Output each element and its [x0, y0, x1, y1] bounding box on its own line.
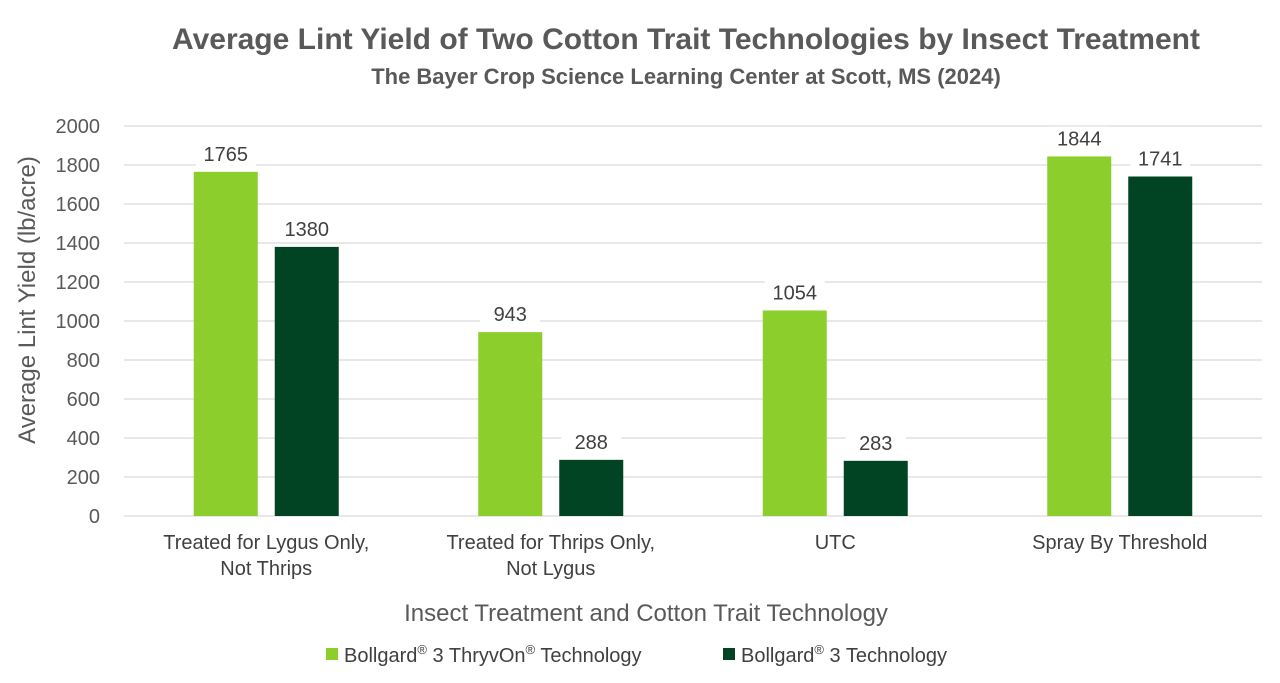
- legend-swatch: [326, 648, 338, 660]
- y-tick-label: 1800: [56, 155, 101, 177]
- legend-label: Bollgard® 3 ThryvOn® Technology: [344, 642, 642, 667]
- category-label: Not Thrips: [220, 558, 312, 580]
- bar: [762, 310, 827, 516]
- chart-subtitle: The Bayer Crop Science Learning Center a…: [371, 64, 1001, 89]
- bar: [274, 246, 339, 516]
- data-label: 1380: [285, 219, 330, 241]
- data-label: 288: [575, 432, 608, 454]
- bar: [843, 460, 908, 516]
- category-label: Treated for Thrips Only,: [446, 532, 655, 554]
- data-label: 1054: [773, 282, 818, 304]
- data-label-bg: [1049, 126, 1110, 151]
- legend: Bollgard® 3 ThryvOn® Technology Bollgard®…: [326, 642, 947, 667]
- y-tick-label: 0: [89, 506, 100, 528]
- y-tick-label: 400: [67, 428, 100, 450]
- y-tick-label: 200: [67, 467, 100, 489]
- bar: [478, 332, 543, 516]
- data-label-bg: [480, 302, 541, 327]
- data-label-bg: [845, 430, 906, 455]
- legend-swatch: [723, 648, 735, 660]
- x-axis-title: Insect Treatment and Cotton Trait Techno…: [404, 600, 888, 627]
- y-tick-label: 1200: [56, 272, 101, 294]
- y-tick-label: 800: [67, 350, 100, 372]
- data-label-bg: [195, 141, 256, 166]
- y-tick-label: 1400: [56, 233, 101, 255]
- y-tick-label: 600: [67, 389, 100, 411]
- bar: [193, 171, 258, 516]
- category-label: Treated for Lygus Only,: [163, 532, 369, 554]
- data-label: 1844: [1057, 128, 1102, 150]
- chart-title: Average Lint Yield of Two Cotton Trait T…: [172, 23, 1200, 56]
- data-label-bg: [276, 216, 337, 241]
- y-tick-label: 1000: [56, 311, 101, 333]
- data-label: 1741: [1138, 149, 1183, 171]
- bar: [559, 459, 624, 516]
- category-label: UTC: [815, 532, 856, 554]
- category-label: Not Lygus: [506, 558, 595, 580]
- legend-label: Bollgard® 3 Technology: [741, 642, 947, 667]
- data-label-bg: [764, 280, 825, 305]
- data-label: 1765: [204, 144, 249, 166]
- y-axis-ticks: 0 200 400 600 800 1000 1200 1400 1600 1800 2000: [56, 116, 101, 528]
- data-labels: 1765 1380 943 288 1054 283 1844 1741: [195, 126, 1191, 455]
- data-label: 943: [494, 304, 527, 326]
- category-label: Spray By Threshold: [1032, 532, 1207, 554]
- y-tick-label: 2000: [56, 116, 101, 138]
- data-label: 283: [859, 433, 892, 455]
- bar: [1128, 176, 1193, 516]
- y-axis-title: Average Lint Yield (lb/acre): [14, 156, 41, 444]
- bar: [1047, 156, 1112, 517]
- data-label-bg: [561, 429, 622, 454]
- y-tick-label: 1600: [56, 194, 101, 216]
- data-label-bg: [1130, 146, 1191, 171]
- x-axis-categories: Treated for Lygus Only, Not Thrips Treated…: [163, 532, 1207, 580]
- bars: [193, 156, 1193, 517]
